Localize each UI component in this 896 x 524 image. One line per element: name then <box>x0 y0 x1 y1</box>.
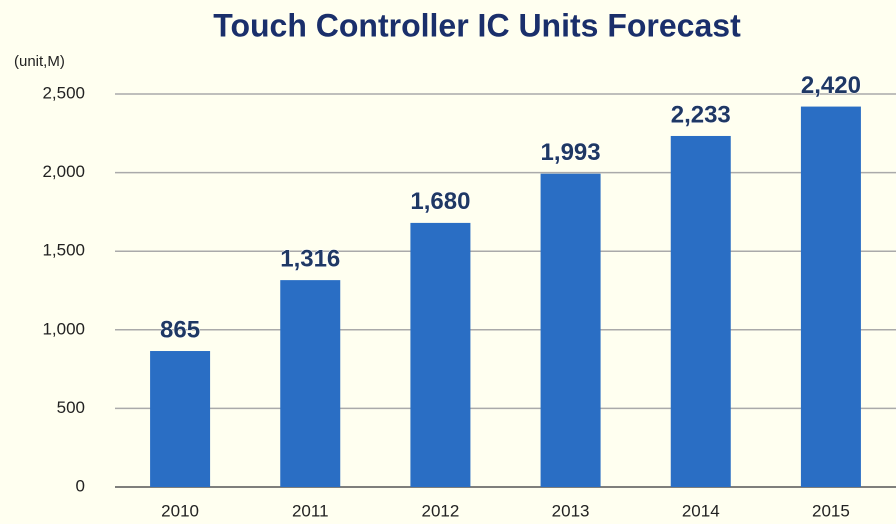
y-tick-label: 2,000 <box>42 162 85 181</box>
chart-title: Touch Controller IC Units Forecast <box>213 7 741 43</box>
value-label: 1,680 <box>410 188 470 215</box>
y-tick-label: 500 <box>57 398 85 417</box>
x-tick-label: 2014 <box>682 501 720 520</box>
bar <box>540 173 601 488</box>
bar <box>670 135 731 487</box>
y-tick-label: 0 <box>76 476 85 495</box>
bar <box>150 351 211 487</box>
value-label: 1,316 <box>280 245 340 272</box>
bar <box>410 222 471 488</box>
value-label: 1,993 <box>541 139 601 166</box>
x-tick-label: 2010 <box>161 501 199 520</box>
bar <box>280 280 341 487</box>
y-tick-label: 2,500 <box>42 83 85 102</box>
value-label: 865 <box>160 316 200 343</box>
y-axis-label: (unit,M) <box>14 53 65 70</box>
value-label: 2,233 <box>671 101 731 128</box>
x-tick-label: 2015 <box>812 501 850 520</box>
y-tick-label: 1,500 <box>42 241 85 260</box>
value-label: 2,420 <box>801 72 861 99</box>
x-tick-label: 2013 <box>552 501 590 520</box>
y-tick-label: 1,000 <box>42 319 85 338</box>
bar <box>800 106 861 488</box>
x-tick-label: 2011 <box>292 501 329 520</box>
x-tick-label: 2012 <box>422 501 460 520</box>
